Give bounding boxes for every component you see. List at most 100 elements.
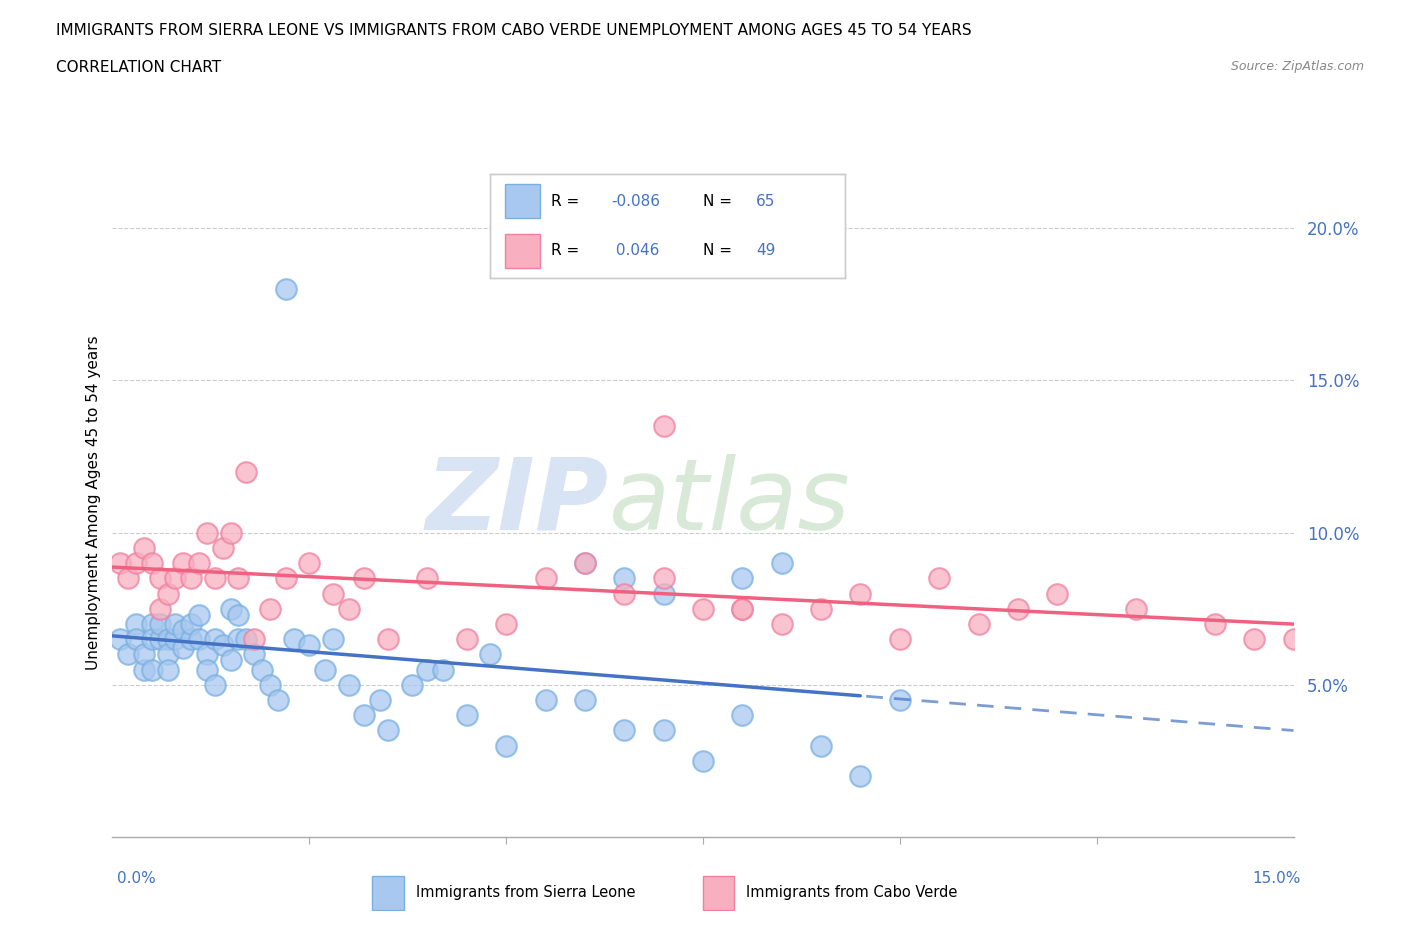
Point: [228, 631, 250, 646]
Point: [117, 571, 139, 586]
Point: [110, 631, 132, 646]
Point: [613, 723, 636, 737]
Point: [1125, 602, 1147, 617]
Point: [770, 555, 793, 570]
Point: [574, 693, 596, 708]
Point: [259, 602, 281, 617]
Point: [110, 555, 132, 570]
Text: Source: ZipAtlas.com: Source: ZipAtlas.com: [1230, 60, 1364, 73]
Point: [125, 617, 148, 631]
Point: [401, 677, 423, 692]
Point: [652, 586, 675, 601]
Point: [534, 693, 557, 708]
Point: [180, 571, 202, 586]
Point: [243, 631, 266, 646]
Point: [156, 662, 179, 677]
Text: Immigrants from Sierra Leone: Immigrants from Sierra Leone: [416, 885, 636, 900]
Point: [1046, 586, 1069, 601]
Point: [495, 617, 517, 631]
Point: [731, 708, 754, 723]
Point: [479, 647, 502, 662]
Point: [235, 464, 257, 479]
Bar: [703, 876, 734, 910]
Point: [250, 662, 273, 677]
Point: [353, 708, 375, 723]
Point: [165, 631, 187, 646]
Point: [574, 555, 596, 570]
Point: [322, 586, 344, 601]
Point: [274, 282, 297, 297]
Point: [770, 617, 793, 631]
Point: [652, 418, 675, 433]
Point: [377, 631, 399, 646]
Point: [243, 647, 266, 662]
Point: [267, 693, 290, 708]
Point: [172, 555, 194, 570]
Text: Immigrants from Cabo Verde: Immigrants from Cabo Verde: [747, 885, 957, 900]
Point: [149, 602, 172, 617]
Point: [314, 662, 336, 677]
Point: [731, 602, 754, 617]
Point: [337, 602, 360, 617]
Point: [849, 586, 872, 601]
Point: [219, 525, 242, 540]
Point: [337, 677, 360, 692]
Point: [889, 693, 911, 708]
Point: [172, 641, 194, 656]
Point: [165, 617, 187, 631]
Point: [204, 571, 226, 586]
Point: [195, 647, 218, 662]
Point: [156, 647, 179, 662]
Point: [180, 617, 202, 631]
Point: [322, 631, 344, 646]
Point: [613, 571, 636, 586]
Point: [132, 540, 155, 555]
Point: [180, 631, 202, 646]
Point: [219, 653, 242, 668]
Point: [132, 647, 155, 662]
Point: [613, 586, 636, 601]
Point: [1282, 631, 1305, 646]
Text: 15.0%: 15.0%: [1253, 871, 1301, 886]
Point: [377, 723, 399, 737]
Point: [211, 638, 233, 653]
Point: [228, 571, 250, 586]
Point: [274, 571, 297, 586]
Point: [125, 631, 148, 646]
Point: [692, 602, 714, 617]
Point: [165, 571, 187, 586]
Text: atlas: atlas: [609, 454, 851, 551]
Point: [188, 555, 211, 570]
Point: [353, 571, 375, 586]
Point: [195, 662, 218, 677]
Point: [928, 571, 950, 586]
Point: [534, 571, 557, 586]
Point: [298, 638, 321, 653]
Point: [172, 622, 194, 637]
Point: [141, 631, 163, 646]
Point: [692, 753, 714, 768]
Point: [283, 631, 305, 646]
Point: [298, 555, 321, 570]
Point: [204, 631, 226, 646]
Text: 0.0%: 0.0%: [117, 871, 156, 886]
Point: [731, 571, 754, 586]
Point: [432, 662, 454, 677]
Point: [368, 693, 391, 708]
Point: [1204, 617, 1226, 631]
Point: [495, 738, 517, 753]
Point: [731, 602, 754, 617]
Point: [456, 708, 478, 723]
Point: [219, 602, 242, 617]
Point: [195, 525, 218, 540]
Point: [149, 631, 172, 646]
Point: [117, 647, 139, 662]
Point: [967, 617, 990, 631]
Text: CORRELATION CHART: CORRELATION CHART: [56, 60, 221, 75]
Bar: [373, 876, 404, 910]
Point: [141, 555, 163, 570]
Point: [1243, 631, 1265, 646]
Point: [141, 662, 163, 677]
Y-axis label: Unemployment Among Ages 45 to 54 years: Unemployment Among Ages 45 to 54 years: [86, 335, 101, 670]
Point: [416, 571, 439, 586]
